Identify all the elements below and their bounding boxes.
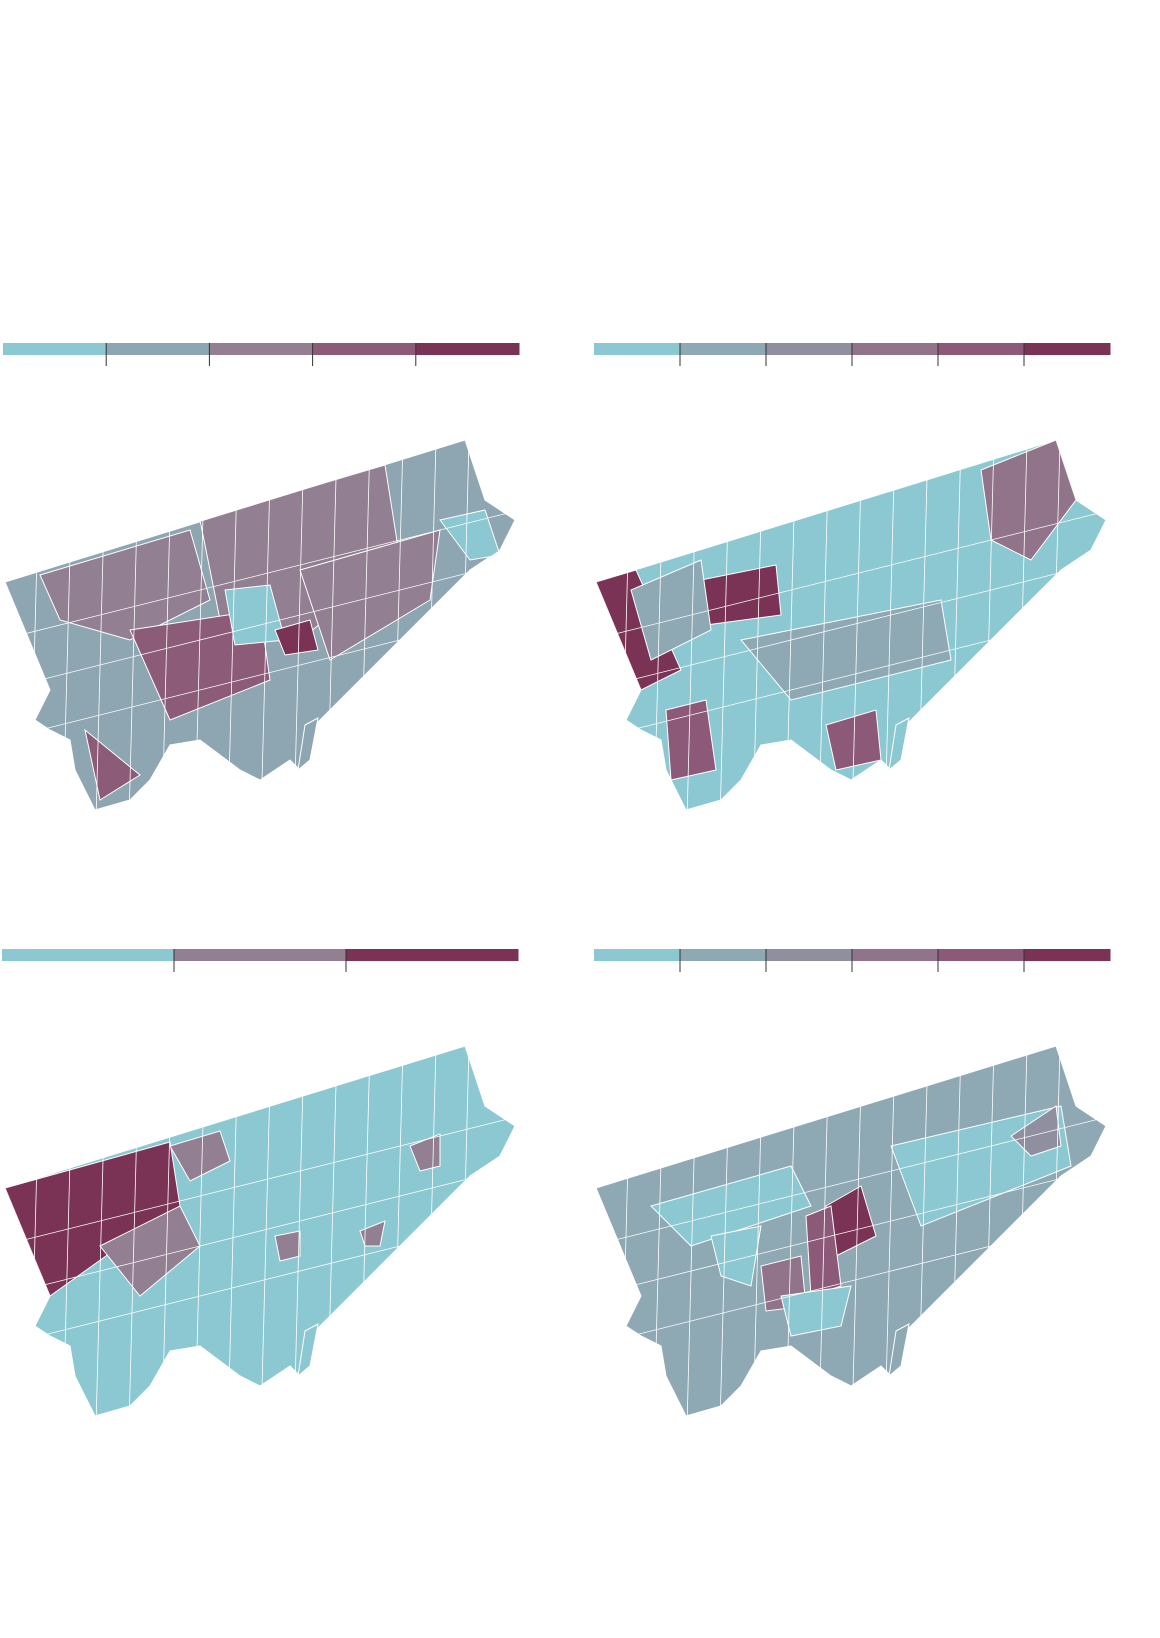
legend-swatch: [106, 343, 210, 355]
legend-swatch: [594, 343, 681, 355]
boundary: [5, 509, 515, 641]
legend-swatch: [938, 343, 1025, 355]
legend-swatch: [2, 949, 175, 961]
region: [650, 1165, 812, 1247]
regions: [596, 1046, 1106, 1416]
map-panel: [594, 343, 1111, 811]
boundary: [5, 1165, 515, 1297]
region: [780, 1285, 852, 1337]
legend-swatch: [1024, 343, 1111, 355]
legend-swatch: [852, 949, 939, 961]
boundary: [851, 1046, 863, 1416]
legend-swatch: [1024, 949, 1111, 961]
boundary: [596, 1115, 1106, 1247]
island: [888, 1323, 910, 1378]
boundary: [884, 1046, 896, 1416]
boundary: [260, 1046, 272, 1416]
legend-swatch: [852, 343, 939, 355]
boundary: [596, 1165, 1106, 1297]
island: [888, 717, 910, 772]
region: [84, 728, 141, 801]
region: [299, 529, 441, 661]
region: [980, 440, 1077, 561]
map-panel: [594, 949, 1111, 1417]
region: [710, 1225, 762, 1287]
legend-swatch: [174, 949, 347, 961]
legend-swatch: [3, 343, 107, 355]
boundary: [851, 440, 863, 810]
island: [297, 717, 319, 772]
legend-swatch: [766, 343, 853, 355]
legend-swatch: [680, 343, 767, 355]
map-panel: [3, 343, 520, 811]
region: [825, 709, 882, 771]
region: [274, 619, 319, 656]
legend-swatch: [209, 343, 314, 355]
region: [740, 599, 952, 701]
legend-swatch: [680, 949, 767, 961]
boundary: [293, 1046, 305, 1416]
boundary: [5, 1115, 515, 1247]
legend-swatch: [312, 343, 417, 355]
boundary: [260, 440, 272, 810]
region: [359, 1220, 386, 1247]
region: [596, 569, 682, 691]
region: [274, 1230, 301, 1262]
boundary: [596, 509, 1106, 641]
legend-swatch: [766, 949, 853, 961]
region: [409, 1133, 441, 1172]
boundary: [596, 559, 1106, 691]
legend-swatch: [415, 343, 520, 355]
legend-swatch: [938, 949, 1025, 961]
island: [297, 1323, 319, 1378]
legend-swatch: [346, 949, 519, 961]
boundary: [884, 440, 896, 810]
map-panel: [2, 949, 519, 1417]
region: [169, 1130, 231, 1182]
boundary: [293, 440, 305, 810]
regions: [5, 440, 515, 810]
region: [665, 699, 717, 781]
legend-swatch: [594, 949, 681, 961]
region: [630, 559, 712, 661]
boundary: [5, 559, 515, 691]
